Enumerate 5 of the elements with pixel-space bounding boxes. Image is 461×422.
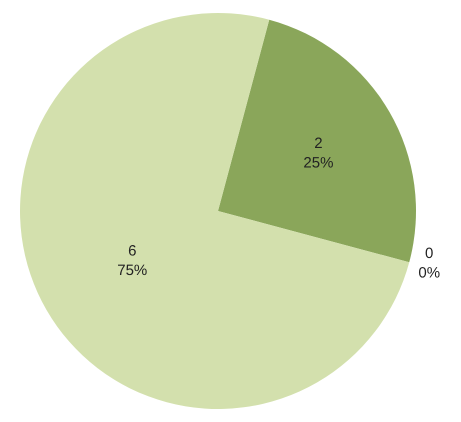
- pie-slice: [20, 13, 410, 409]
- pie-slice: [218, 20, 416, 262]
- data-label: 2 25%: [303, 134, 334, 172]
- data-label: 6 75%: [117, 242, 148, 279]
- text: 0 0%: [418, 245, 440, 282]
